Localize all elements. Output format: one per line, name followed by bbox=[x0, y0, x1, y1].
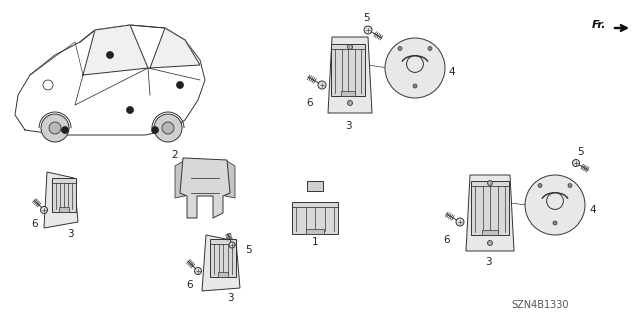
Circle shape bbox=[348, 100, 353, 106]
Bar bbox=[483, 230, 498, 235]
Circle shape bbox=[525, 175, 585, 235]
Text: 5: 5 bbox=[364, 13, 371, 23]
Polygon shape bbox=[44, 172, 78, 228]
Polygon shape bbox=[328, 37, 372, 113]
Circle shape bbox=[553, 221, 557, 225]
Circle shape bbox=[195, 268, 202, 275]
Circle shape bbox=[61, 127, 68, 133]
Circle shape bbox=[413, 84, 417, 88]
Circle shape bbox=[177, 81, 184, 88]
Polygon shape bbox=[202, 235, 240, 291]
Bar bbox=[306, 229, 324, 234]
Circle shape bbox=[573, 160, 579, 167]
Circle shape bbox=[318, 81, 326, 89]
Bar bbox=[292, 202, 338, 234]
Text: 3: 3 bbox=[67, 229, 74, 239]
Bar bbox=[341, 91, 355, 96]
Bar bbox=[210, 239, 236, 277]
Polygon shape bbox=[225, 160, 235, 198]
Text: 2: 2 bbox=[172, 150, 179, 160]
Circle shape bbox=[348, 44, 353, 49]
Polygon shape bbox=[175, 160, 185, 198]
Circle shape bbox=[154, 114, 182, 142]
Text: 3: 3 bbox=[227, 293, 234, 303]
Text: 6: 6 bbox=[187, 280, 193, 290]
Bar bbox=[471, 181, 509, 235]
Circle shape bbox=[385, 38, 445, 98]
Bar bbox=[331, 44, 365, 96]
Text: 5: 5 bbox=[577, 147, 583, 157]
Text: 5: 5 bbox=[244, 245, 252, 255]
Circle shape bbox=[127, 107, 134, 114]
Text: 4: 4 bbox=[449, 67, 455, 77]
Polygon shape bbox=[466, 175, 514, 251]
Circle shape bbox=[488, 181, 493, 186]
Bar bbox=[218, 272, 228, 277]
Text: 4: 4 bbox=[589, 205, 596, 215]
Circle shape bbox=[428, 47, 432, 50]
Circle shape bbox=[162, 122, 174, 134]
Circle shape bbox=[229, 242, 235, 248]
Text: 6: 6 bbox=[444, 235, 451, 245]
Circle shape bbox=[40, 206, 47, 213]
Bar bbox=[307, 181, 323, 191]
Text: 6: 6 bbox=[32, 219, 38, 229]
Bar bbox=[52, 178, 76, 212]
Circle shape bbox=[106, 51, 113, 58]
Polygon shape bbox=[15, 25, 205, 135]
Circle shape bbox=[364, 26, 372, 34]
Text: SZN4B1330: SZN4B1330 bbox=[511, 300, 569, 310]
Circle shape bbox=[568, 183, 572, 188]
Text: Fr.: Fr. bbox=[591, 20, 606, 30]
Polygon shape bbox=[180, 158, 230, 218]
Circle shape bbox=[398, 47, 402, 50]
Text: 3: 3 bbox=[345, 121, 351, 131]
Circle shape bbox=[488, 241, 493, 246]
Text: 3: 3 bbox=[484, 257, 492, 267]
Polygon shape bbox=[150, 28, 200, 68]
Bar bbox=[60, 207, 69, 212]
Circle shape bbox=[41, 114, 69, 142]
Circle shape bbox=[456, 218, 464, 226]
Circle shape bbox=[538, 183, 542, 188]
Polygon shape bbox=[83, 25, 148, 75]
Circle shape bbox=[49, 122, 61, 134]
Text: 6: 6 bbox=[307, 98, 314, 108]
Text: 1: 1 bbox=[312, 237, 318, 247]
Circle shape bbox=[152, 127, 159, 133]
